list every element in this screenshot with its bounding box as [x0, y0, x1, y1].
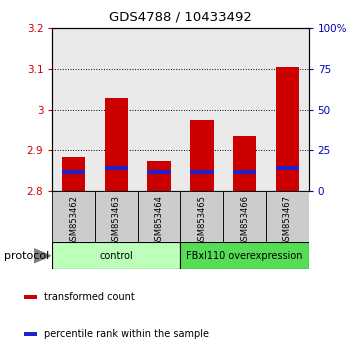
Text: GSM853465: GSM853465: [197, 195, 206, 246]
Text: GSM853463: GSM853463: [112, 195, 121, 246]
Bar: [52, 28, 95, 191]
Bar: [147, 170, 171, 174]
Text: GSM853467: GSM853467: [283, 195, 292, 246]
Bar: [266, 191, 309, 242]
Bar: [138, 191, 180, 242]
Text: protocol: protocol: [4, 251, 49, 261]
Text: percentile rank within the sample: percentile rank within the sample: [44, 329, 209, 339]
Bar: [147, 161, 171, 191]
Text: GSM853464: GSM853464: [155, 195, 164, 246]
Bar: [25, 295, 38, 299]
Bar: [105, 166, 128, 170]
Bar: [180, 242, 309, 269]
Bar: [233, 136, 256, 191]
Bar: [223, 191, 266, 242]
Bar: [95, 28, 138, 191]
Text: GSM853462: GSM853462: [69, 195, 78, 246]
Bar: [62, 170, 86, 174]
Bar: [275, 67, 299, 191]
Bar: [190, 170, 214, 174]
Text: GSM853466: GSM853466: [240, 195, 249, 246]
Bar: [25, 332, 38, 336]
Bar: [105, 98, 128, 191]
Text: FBxl110 overexpression: FBxl110 overexpression: [186, 251, 303, 261]
Bar: [138, 28, 180, 191]
Polygon shape: [34, 249, 51, 263]
Bar: [190, 120, 214, 191]
Text: transformed count: transformed count: [44, 292, 135, 302]
Bar: [52, 191, 95, 242]
Text: control: control: [100, 251, 133, 261]
Bar: [180, 191, 223, 242]
Bar: [62, 156, 86, 191]
Bar: [95, 191, 138, 242]
Bar: [223, 28, 266, 191]
Bar: [266, 28, 309, 191]
Text: GDS4788 / 10433492: GDS4788 / 10433492: [109, 11, 252, 24]
Bar: [52, 242, 180, 269]
Bar: [233, 170, 256, 174]
Bar: [180, 28, 223, 191]
Bar: [275, 166, 299, 170]
